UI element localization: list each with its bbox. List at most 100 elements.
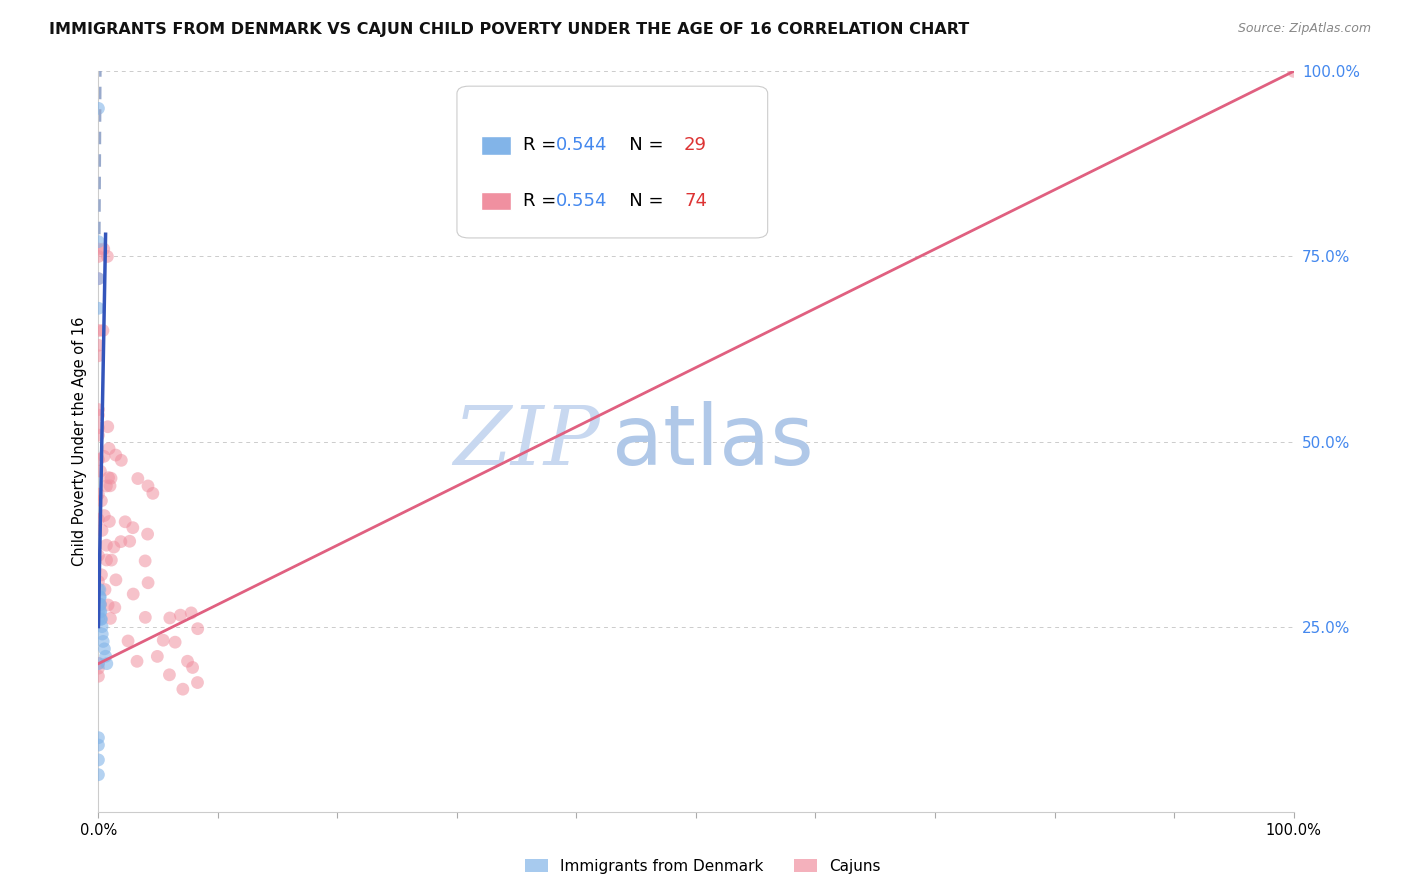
Point — [117, 634, 139, 648]
Text: ZIP: ZIP — [454, 401, 600, 482]
Point — [90, 612, 112, 626]
Point — [100, 553, 122, 567]
Point — [87, 598, 110, 612]
Point — [98, 515, 121, 529]
Point — [114, 515, 136, 529]
Point — [89, 605, 111, 619]
Text: N =: N = — [613, 136, 669, 154]
Point — [89, 590, 111, 604]
Point — [97, 419, 120, 434]
Point — [93, 641, 115, 656]
Point — [110, 453, 132, 467]
Text: IMMIGRANTS FROM DENMARK VS CAJUN CHILD POVERTY UNDER THE AGE OF 16 CORRELATION C: IMMIGRANTS FROM DENMARK VS CAJUN CHILD P… — [49, 22, 970, 37]
Point — [87, 738, 110, 752]
Point — [96, 479, 118, 493]
Point — [146, 649, 169, 664]
Point — [87, 452, 110, 467]
Point — [87, 753, 110, 767]
Point — [87, 271, 110, 285]
Point — [91, 524, 114, 538]
Point — [134, 554, 156, 568]
Point — [125, 654, 148, 668]
Point — [134, 610, 156, 624]
Text: 0.554: 0.554 — [557, 192, 607, 210]
Text: atlas: atlas — [613, 401, 814, 482]
Point — [136, 527, 159, 541]
Point — [90, 612, 112, 626]
Point — [122, 587, 145, 601]
Y-axis label: Child Poverty Under the Age of 16: Child Poverty Under the Age of 16 — [72, 317, 87, 566]
Point — [87, 338, 110, 352]
Point — [87, 324, 110, 338]
Point — [87, 605, 110, 619]
Point — [98, 442, 121, 456]
Point — [87, 582, 110, 597]
Point — [87, 487, 110, 501]
Text: N =: N = — [613, 192, 669, 210]
Point — [93, 450, 115, 464]
Text: 0.544: 0.544 — [557, 136, 607, 154]
Point — [87, 767, 110, 781]
Point — [100, 611, 122, 625]
Point — [96, 553, 118, 567]
Point — [180, 606, 202, 620]
Point — [165, 635, 187, 649]
Point — [103, 540, 125, 554]
Point — [142, 486, 165, 500]
Point — [87, 657, 110, 671]
Point — [94, 649, 117, 664]
Point — [87, 574, 110, 589]
FancyBboxPatch shape — [481, 192, 510, 211]
Point — [87, 102, 110, 116]
Point — [87, 661, 110, 675]
Text: R =: R = — [523, 192, 561, 210]
Point — [136, 575, 159, 590]
Point — [104, 448, 127, 462]
Point — [89, 598, 111, 612]
Point — [118, 534, 141, 549]
Point — [87, 612, 110, 626]
Point — [98, 479, 121, 493]
Point — [136, 479, 159, 493]
Point — [87, 428, 110, 442]
Point — [90, 605, 112, 619]
Point — [94, 582, 117, 597]
Text: R =: R = — [523, 136, 561, 154]
Point — [87, 235, 110, 249]
Point — [87, 669, 110, 683]
Point — [91, 634, 114, 648]
Point — [159, 611, 181, 625]
Legend: Immigrants from Denmark, Cajuns: Immigrants from Denmark, Cajuns — [519, 853, 887, 880]
Point — [90, 567, 112, 582]
Point — [93, 508, 115, 523]
Point — [186, 675, 208, 690]
Point — [100, 471, 122, 485]
Point — [91, 627, 114, 641]
Point — [93, 242, 115, 256]
Point — [87, 402, 110, 417]
Point — [97, 470, 120, 484]
Text: 29: 29 — [685, 136, 707, 154]
Point — [121, 521, 143, 535]
Point — [90, 493, 112, 508]
Point — [87, 549, 110, 563]
Point — [87, 242, 110, 256]
Point — [172, 682, 194, 697]
Point — [96, 657, 118, 671]
Point — [87, 657, 110, 671]
Point — [87, 301, 110, 316]
Point — [176, 654, 198, 668]
Text: 74: 74 — [685, 192, 707, 210]
Point — [87, 731, 110, 745]
Point — [87, 512, 110, 526]
Point — [169, 608, 191, 623]
FancyBboxPatch shape — [457, 87, 768, 238]
FancyBboxPatch shape — [481, 136, 510, 154]
Point — [87, 250, 110, 264]
Point — [1282, 64, 1305, 78]
Point — [157, 668, 180, 682]
Point — [89, 582, 111, 597]
Point — [96, 250, 118, 264]
Point — [89, 598, 111, 612]
Point — [87, 271, 110, 285]
